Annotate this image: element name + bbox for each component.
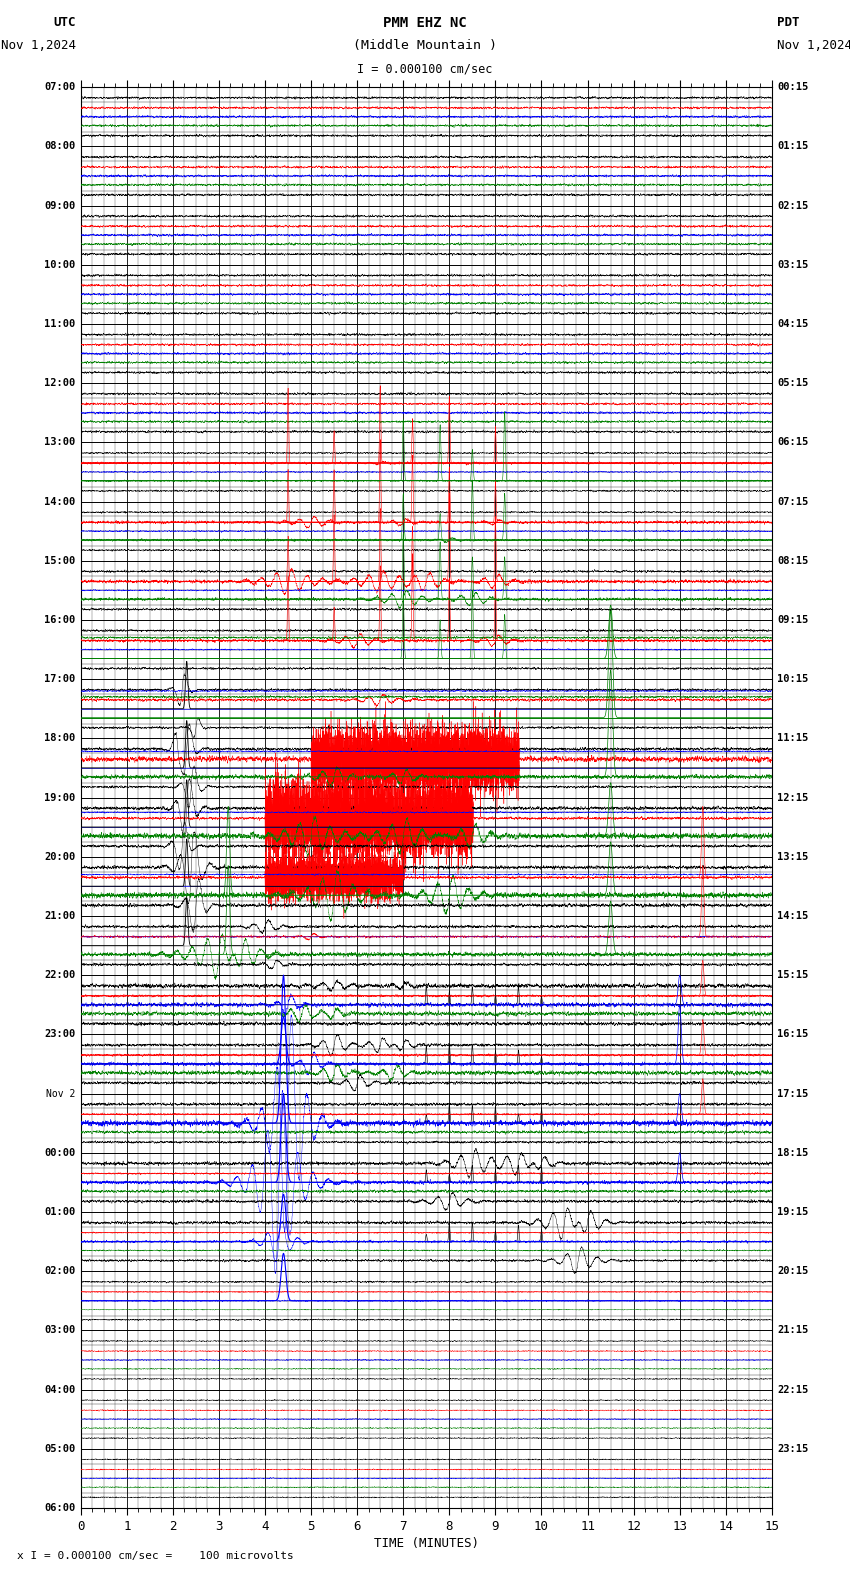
- Text: 21:15: 21:15: [777, 1326, 808, 1335]
- Text: 16:00: 16:00: [44, 615, 76, 626]
- Text: 04:00: 04:00: [44, 1384, 76, 1394]
- Text: 13:00: 13:00: [44, 437, 76, 447]
- Text: Nov 2: Nov 2: [46, 1088, 76, 1099]
- Text: 19:15: 19:15: [777, 1207, 808, 1217]
- Text: 14:15: 14:15: [777, 911, 808, 920]
- Text: Nov 1,2024: Nov 1,2024: [777, 40, 850, 52]
- Text: 07:15: 07:15: [777, 496, 808, 507]
- Text: 01:15: 01:15: [777, 141, 808, 152]
- Text: 03:15: 03:15: [777, 260, 808, 269]
- Text: 11:15: 11:15: [777, 733, 808, 743]
- Text: 09:00: 09:00: [44, 201, 76, 211]
- Text: Nov 1,2024: Nov 1,2024: [1, 40, 76, 52]
- Text: 10:00: 10:00: [44, 260, 76, 269]
- Text: 06:15: 06:15: [777, 437, 808, 447]
- Text: 07:00: 07:00: [44, 82, 76, 92]
- Text: 12:00: 12:00: [44, 379, 76, 388]
- Text: 05:00: 05:00: [44, 1443, 76, 1454]
- Text: 23:15: 23:15: [777, 1443, 808, 1454]
- Text: 15:00: 15:00: [44, 556, 76, 565]
- Text: 16:15: 16:15: [777, 1030, 808, 1039]
- Text: 17:15: 17:15: [777, 1088, 808, 1099]
- Text: 17:00: 17:00: [44, 675, 76, 684]
- Text: 09:15: 09:15: [777, 615, 808, 626]
- X-axis label: TIME (MINUTES): TIME (MINUTES): [374, 1536, 479, 1549]
- Text: 00:00: 00:00: [44, 1148, 76, 1158]
- Text: 15:15: 15:15: [777, 969, 808, 980]
- Text: 18:00: 18:00: [44, 733, 76, 743]
- Text: 13:15: 13:15: [777, 852, 808, 862]
- Text: 05:15: 05:15: [777, 379, 808, 388]
- Text: 12:15: 12:15: [777, 792, 808, 803]
- Text: 19:00: 19:00: [44, 792, 76, 803]
- Text: PDT: PDT: [777, 16, 799, 29]
- Text: 21:00: 21:00: [44, 911, 76, 920]
- Text: 00:15: 00:15: [777, 82, 808, 92]
- Text: PMM EHZ NC: PMM EHZ NC: [383, 16, 467, 30]
- Text: 02:15: 02:15: [777, 201, 808, 211]
- Text: 23:00: 23:00: [44, 1030, 76, 1039]
- Text: x I = 0.000100 cm/sec =    100 microvolts: x I = 0.000100 cm/sec = 100 microvolts: [17, 1551, 294, 1562]
- Text: 10:15: 10:15: [777, 675, 808, 684]
- Text: I = 0.000100 cm/sec: I = 0.000100 cm/sec: [357, 63, 493, 76]
- Text: 18:15: 18:15: [777, 1148, 808, 1158]
- Text: 14:00: 14:00: [44, 496, 76, 507]
- Text: 04:15: 04:15: [777, 318, 808, 329]
- Text: 22:15: 22:15: [777, 1384, 808, 1394]
- Text: 22:00: 22:00: [44, 969, 76, 980]
- Text: UTC: UTC: [54, 16, 76, 29]
- Text: 06:00: 06:00: [44, 1503, 76, 1513]
- Text: 02:00: 02:00: [44, 1266, 76, 1277]
- Text: 11:00: 11:00: [44, 318, 76, 329]
- Text: 01:00: 01:00: [44, 1207, 76, 1217]
- Text: 20:00: 20:00: [44, 852, 76, 862]
- Text: 08:15: 08:15: [777, 556, 808, 565]
- Text: 08:00: 08:00: [44, 141, 76, 152]
- Text: 20:15: 20:15: [777, 1266, 808, 1277]
- Text: (Middle Mountain ): (Middle Mountain ): [353, 40, 497, 52]
- Text: 03:00: 03:00: [44, 1326, 76, 1335]
